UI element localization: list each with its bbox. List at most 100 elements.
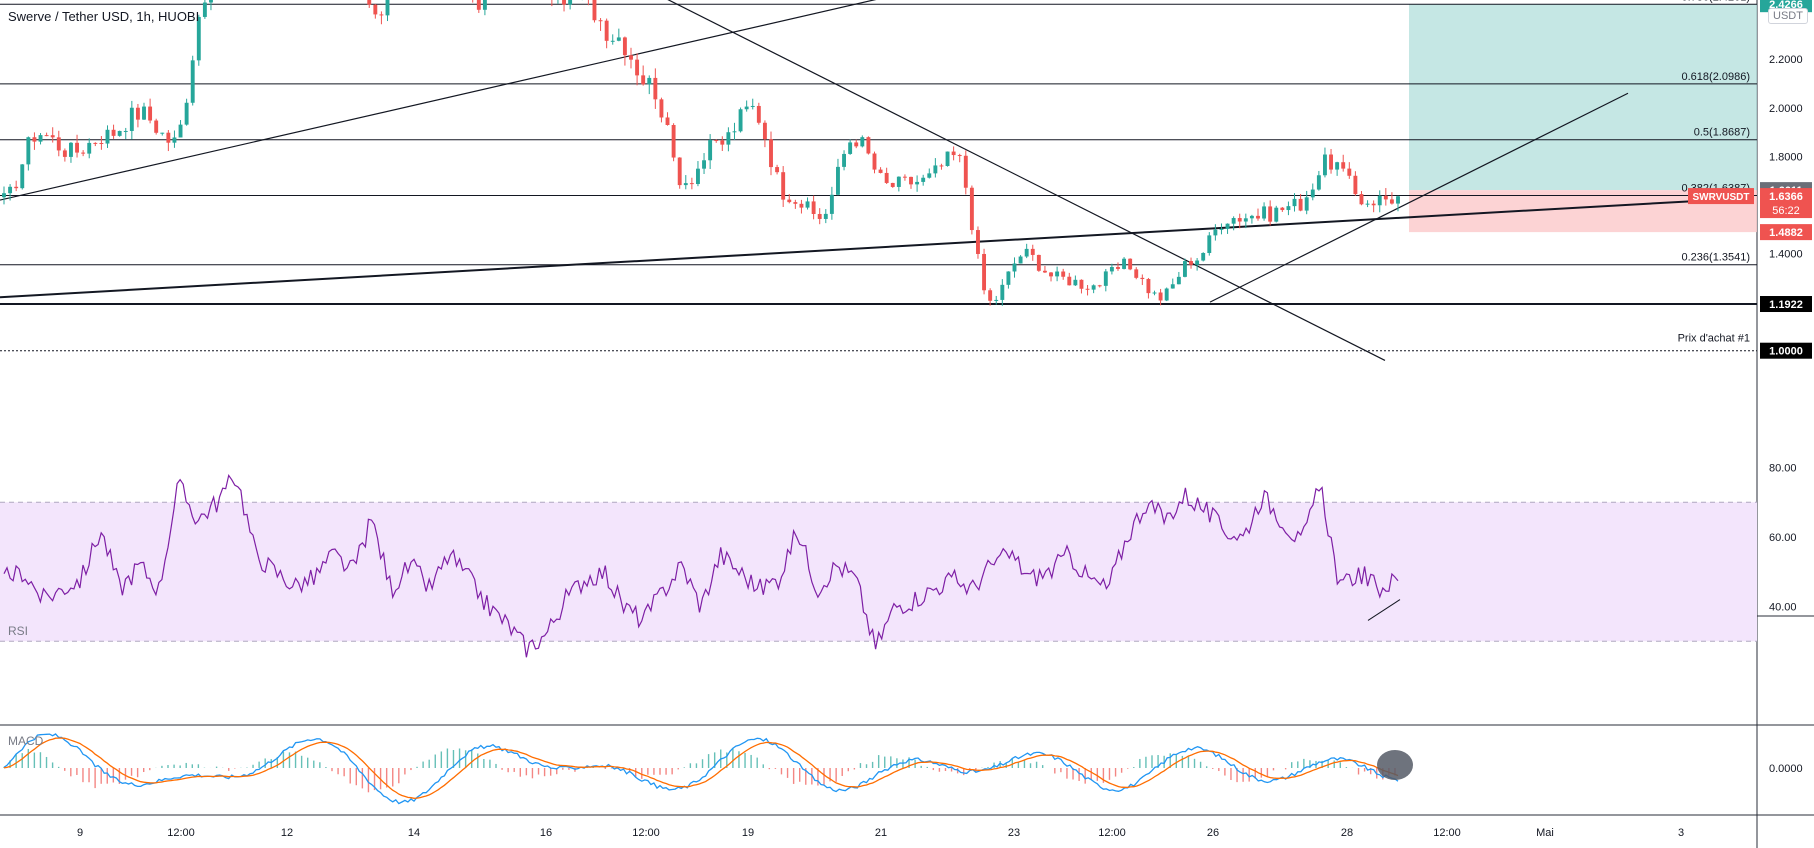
candle-down xyxy=(44,135,49,137)
candle-down xyxy=(665,117,670,125)
candle-down xyxy=(1347,168,1352,176)
time-axis-tick: 26 xyxy=(1207,827,1219,839)
candle-down xyxy=(1353,175,1358,195)
time-axis-tick: 12:00 xyxy=(1433,827,1461,839)
candle-up xyxy=(482,0,487,10)
candle-up xyxy=(647,77,652,85)
candle-up xyxy=(8,186,13,194)
candle-down xyxy=(592,0,597,21)
candle-up xyxy=(1055,271,1060,277)
candle-up xyxy=(1024,248,1029,257)
candle-down xyxy=(714,140,719,142)
candle-down xyxy=(562,0,566,5)
candle-up xyxy=(1176,276,1181,285)
last-price-value: 1.6366 xyxy=(1769,191,1803,203)
candle-down xyxy=(1085,288,1090,290)
candle-up xyxy=(1310,189,1315,198)
candle-up xyxy=(1207,235,1212,254)
stop-price-badge xyxy=(1760,224,1812,241)
candle-down xyxy=(635,59,640,76)
candle-down xyxy=(1067,276,1072,286)
candle-up xyxy=(1249,215,1254,219)
candle-up xyxy=(1243,218,1248,222)
buy-price-label: Prix d'achat #1 xyxy=(1678,333,1750,345)
candle-up xyxy=(1152,292,1157,294)
candle-up xyxy=(915,181,920,185)
candle-down xyxy=(1189,261,1193,265)
candle-up xyxy=(1377,195,1382,206)
level-price-badge xyxy=(1760,342,1812,359)
candle-down xyxy=(902,176,907,178)
candle-up xyxy=(823,213,828,219)
candle-up xyxy=(708,140,713,161)
candle-up xyxy=(738,109,743,132)
currency-unit-button[interactable]: USDT xyxy=(1768,8,1808,24)
time-axis-tick: 12:00 xyxy=(167,827,195,839)
candle-up xyxy=(896,176,901,187)
candle-up xyxy=(1182,261,1187,277)
candle-up xyxy=(945,151,950,167)
candle-up xyxy=(117,130,122,136)
last-price-badge xyxy=(1760,188,1812,219)
symbol-tag-text: SWRVUSDT xyxy=(1692,192,1749,203)
candle-up xyxy=(1170,284,1175,289)
rsi-axis-tick: 40.00 xyxy=(1769,602,1797,614)
candle-down xyxy=(629,55,633,60)
target-zone xyxy=(1409,4,1757,191)
rsi-band xyxy=(0,502,1757,642)
candle-down xyxy=(166,132,171,143)
candle-up xyxy=(196,16,201,61)
candle-up xyxy=(568,0,573,5)
candle-down xyxy=(1128,258,1133,270)
candle-up xyxy=(1262,206,1267,219)
candle-up xyxy=(160,132,165,134)
candle-down xyxy=(799,203,804,208)
candle-down xyxy=(62,150,67,157)
macd-histogram xyxy=(3,747,1396,793)
price-axis-tick: 1.8000 xyxy=(1769,151,1803,163)
candle-down xyxy=(14,186,19,189)
time-axis-tick: 16 xyxy=(540,827,552,839)
candle-down xyxy=(1030,248,1035,255)
candle-down xyxy=(951,151,956,156)
candle-down xyxy=(75,142,79,153)
candle-down xyxy=(1237,218,1242,222)
candle-down xyxy=(963,155,968,188)
candle-down xyxy=(969,187,974,231)
candle-up xyxy=(1018,256,1023,264)
candle-up xyxy=(1219,228,1224,230)
rsi-line xyxy=(3,473,1399,658)
time-axis-tick: 3 xyxy=(1678,827,1684,839)
time-axis-tick: 19 xyxy=(742,827,754,839)
candle-down xyxy=(890,182,895,187)
candle-down xyxy=(81,152,86,154)
macd-highlight-marker xyxy=(1377,750,1413,780)
candle-up xyxy=(123,130,128,132)
candle-down xyxy=(148,106,153,121)
candle-down xyxy=(1341,162,1346,169)
candle-down xyxy=(111,129,116,136)
fib-level-label: 0.786(2.4261) xyxy=(1682,0,1751,3)
bar-countdown: 56:22 xyxy=(1772,205,1800,217)
candle-up xyxy=(129,107,134,131)
time-axis-tick: 14 xyxy=(408,827,420,839)
macd-pane-label: MACD xyxy=(8,734,44,748)
candle-down xyxy=(56,137,61,151)
candle-down xyxy=(982,253,987,291)
time-axis-tick: 12:00 xyxy=(1098,827,1126,839)
candle-up xyxy=(750,105,755,107)
trendline-channel xyxy=(1209,92,1629,303)
rsi-pane-label: RSI xyxy=(8,624,29,638)
candle-down xyxy=(854,142,859,147)
level-price-badge-text: 1.0000 xyxy=(1769,346,1803,358)
candle-up xyxy=(860,137,865,147)
price-axis-tick: 2.0000 xyxy=(1769,103,1803,115)
candle-up xyxy=(1323,154,1327,176)
time-axis-tick: 21 xyxy=(875,827,887,839)
candle-up xyxy=(1073,279,1078,286)
candle-down xyxy=(866,137,871,154)
chart-title: Swerve / Tether USD, 1h, HUOBI xyxy=(8,9,200,24)
candle-up xyxy=(744,106,749,110)
candle-down xyxy=(775,167,780,173)
